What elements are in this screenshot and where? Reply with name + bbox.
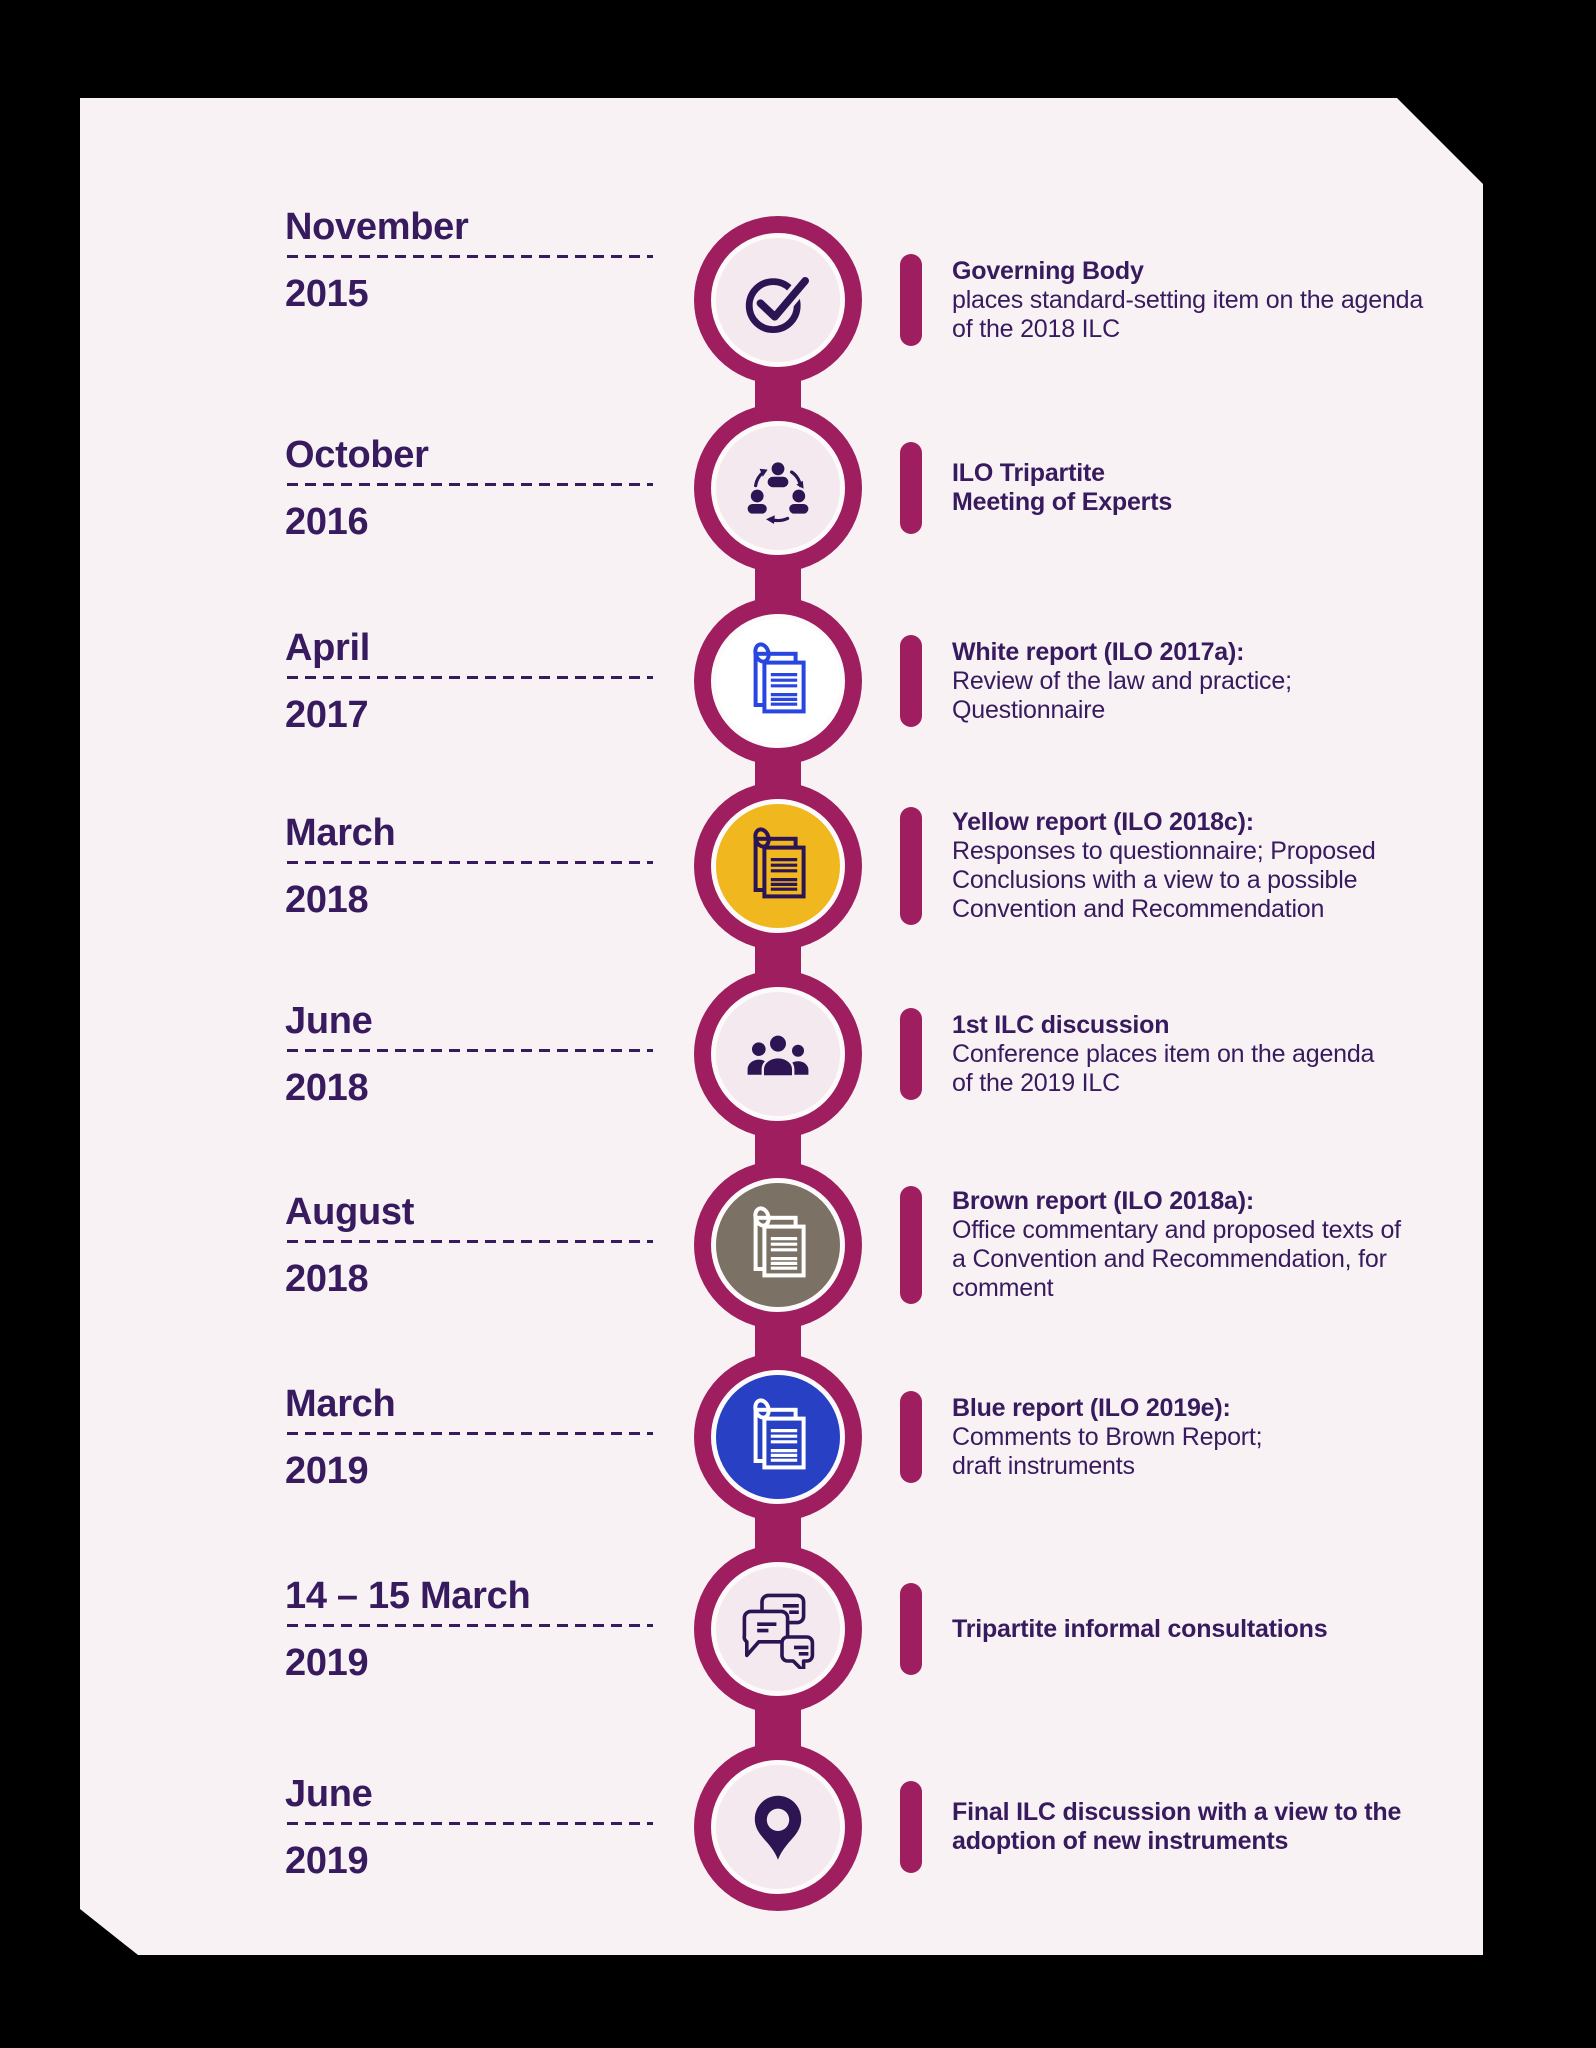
date-dashed-line (287, 255, 653, 258)
report-document-icon (711, 1178, 845, 1312)
date-year: 2017 (285, 693, 369, 736)
event-description-block: Tripartite informal consultations (952, 1615, 1472, 1644)
separator-pill (900, 1186, 922, 1304)
report-document-icon (711, 1370, 845, 1504)
people-group-icon (711, 987, 845, 1121)
timeline-node (694, 597, 862, 765)
date-dashed-line (287, 861, 653, 864)
timeline-node (694, 1743, 862, 1911)
date-year: 2019 (285, 1641, 369, 1684)
separator-pill (900, 1391, 922, 1483)
event-description-block: 1st ILC discussion Conference places item… (952, 1011, 1472, 1098)
event-date: June 2018 (285, 1000, 657, 1109)
date-year: 2015 (285, 272, 369, 315)
event-date: June 2019 (285, 1773, 657, 1882)
separator-pill (900, 1583, 922, 1675)
event-description-block: Blue report (ILO 2019e): Comments to Brow… (952, 1394, 1472, 1481)
date-dashed-line (287, 1049, 653, 1052)
date-month: November (285, 205, 469, 248)
date-dashed-line (287, 1240, 653, 1243)
date-year: 2018 (285, 1257, 369, 1300)
map-pin-icon (711, 1760, 845, 1894)
timeline-node (694, 1161, 862, 1329)
event-date: 14 – 15 March 2019 (285, 1575, 657, 1684)
date-month: April (285, 626, 371, 669)
event-title: White report (ILO 2017a): (952, 637, 1245, 666)
separator-pill (900, 442, 922, 534)
chat-bubbles-icon (711, 1562, 845, 1696)
separator-pill (900, 1008, 922, 1100)
event-description-block: White report (ILO 2017a): Review of the l… (952, 638, 1472, 725)
separator-pill (900, 1781, 922, 1873)
date-month: June (285, 999, 373, 1042)
date-month: August (285, 1190, 415, 1233)
timeline-node (694, 1545, 862, 1713)
date-month: October (285, 433, 429, 476)
event-body-text: places standard-setting item on the agen… (952, 285, 1424, 343)
people-network-icon (711, 421, 845, 555)
date-year: 2016 (285, 500, 369, 543)
event-description-block: Final ILC discussion with a view to the … (952, 1798, 1472, 1856)
event-title: Blue report (ILO 2019e): (952, 1393, 1231, 1422)
event-description-block: ILO Tripartite Meeting of Experts (952, 459, 1472, 517)
event-date: March 2018 (285, 812, 657, 921)
event-title: Governing Body (952, 256, 1144, 285)
event-description-block: Yellow report (ILO 2018c): Responses to q… (952, 808, 1472, 924)
timeline-node (694, 1353, 862, 1521)
event-title: 1st ILC discussion (952, 1010, 1170, 1039)
event-description-block: Governing Body places standard-setting it… (952, 257, 1472, 344)
date-month: March (285, 1382, 396, 1425)
date-dashed-line (287, 676, 653, 679)
report-document-icon (711, 614, 845, 748)
timeline-node (694, 970, 862, 1138)
date-dashed-line (287, 1432, 653, 1435)
check-circle-icon (711, 233, 845, 367)
date-month: 14 – 15 March (285, 1574, 531, 1617)
event-date: October 2016 (285, 434, 657, 543)
event-body-text: Review of the law and practice; Question… (952, 666, 1292, 724)
event-body-text: Conference places item on the agenda of … (952, 1039, 1375, 1097)
report-document-icon (711, 799, 845, 933)
separator-pill (900, 807, 922, 925)
timeline-card: November 2015 Governing Body places standa… (80, 98, 1483, 1955)
date-dashed-line (287, 1822, 653, 1825)
event-date: April 2017 (285, 627, 657, 736)
date-dashed-line (287, 1624, 653, 1627)
event-description-block: Brown report (ILO 2018a): Office commenta… (952, 1187, 1472, 1303)
date-month: March (285, 811, 396, 854)
separator-pill (900, 254, 922, 346)
event-title: Tripartite informal consultations (952, 1614, 1328, 1643)
timeline-node (694, 782, 862, 950)
event-title: Final ILC discussion with a view to the … (952, 1798, 1402, 1855)
event-body-text: Responses to questionnaire; Proposed Con… (952, 837, 1376, 923)
event-title: Brown report (ILO 2018a): (952, 1187, 1254, 1215)
event-title: Yellow report (ILO 2018c): (952, 808, 1254, 836)
date-year: 2018 (285, 878, 369, 921)
timeline-node (694, 404, 862, 572)
date-year: 2018 (285, 1066, 369, 1109)
event-date: March 2019 (285, 1383, 657, 1492)
event-title: ILO Tripartite Meeting of Experts (952, 459, 1173, 516)
separator-pill (900, 635, 922, 727)
timeline-node (694, 216, 862, 384)
event-date: November 2015 (285, 206, 657, 315)
date-year: 2019 (285, 1449, 369, 1492)
date-dashed-line (287, 483, 653, 486)
date-month: June (285, 1772, 373, 1815)
date-year: 2019 (285, 1839, 369, 1882)
event-body-text: Comments to Brown Report; draft instrume… (952, 1422, 1263, 1480)
event-body-text: Office commentary and proposed texts of … (952, 1216, 1401, 1302)
event-date: August 2018 (285, 1191, 657, 1300)
